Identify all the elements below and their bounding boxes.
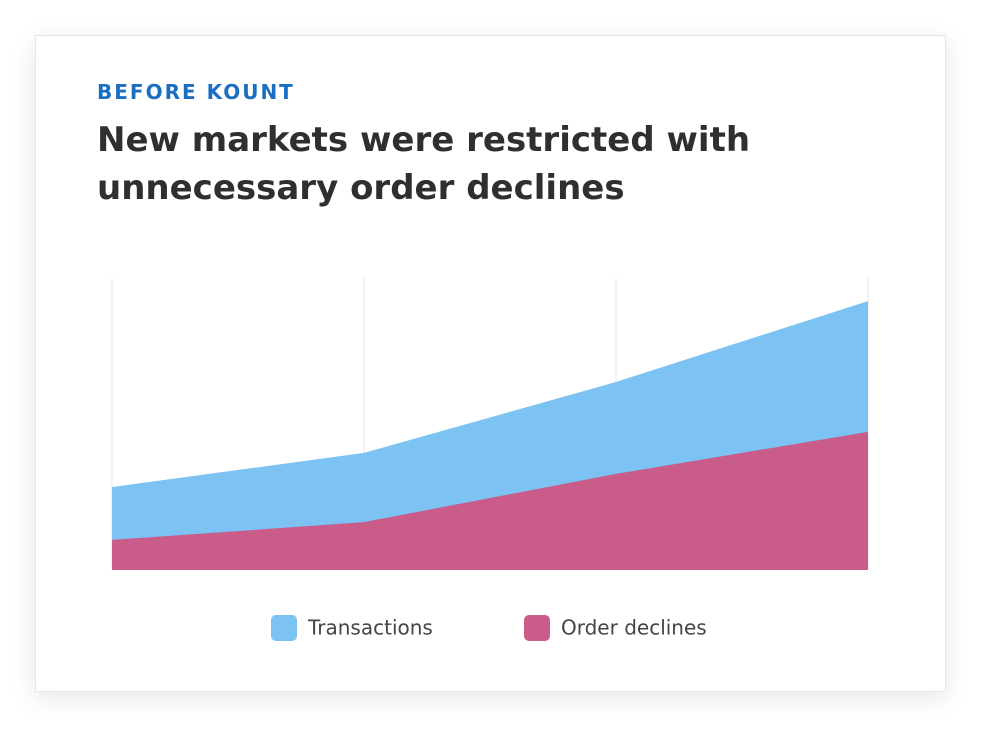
legend-swatch (271, 615, 297, 641)
chart-title: New markets were restricted with unneces… (97, 120, 751, 208)
legend-label: Order declines (561, 616, 707, 640)
subtitle: BEFORE KOUNT (97, 80, 295, 104)
legend-swatch (524, 615, 550, 641)
legend-label: Transactions (307, 616, 433, 640)
area (112, 431, 868, 570)
